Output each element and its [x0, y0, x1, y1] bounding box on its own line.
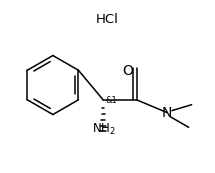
Text: &1: &1 [105, 96, 117, 105]
Text: HCl: HCl [96, 13, 118, 26]
Text: N: N [162, 106, 172, 120]
Text: O: O [122, 64, 133, 78]
Text: NH$_2$: NH$_2$ [92, 122, 116, 137]
